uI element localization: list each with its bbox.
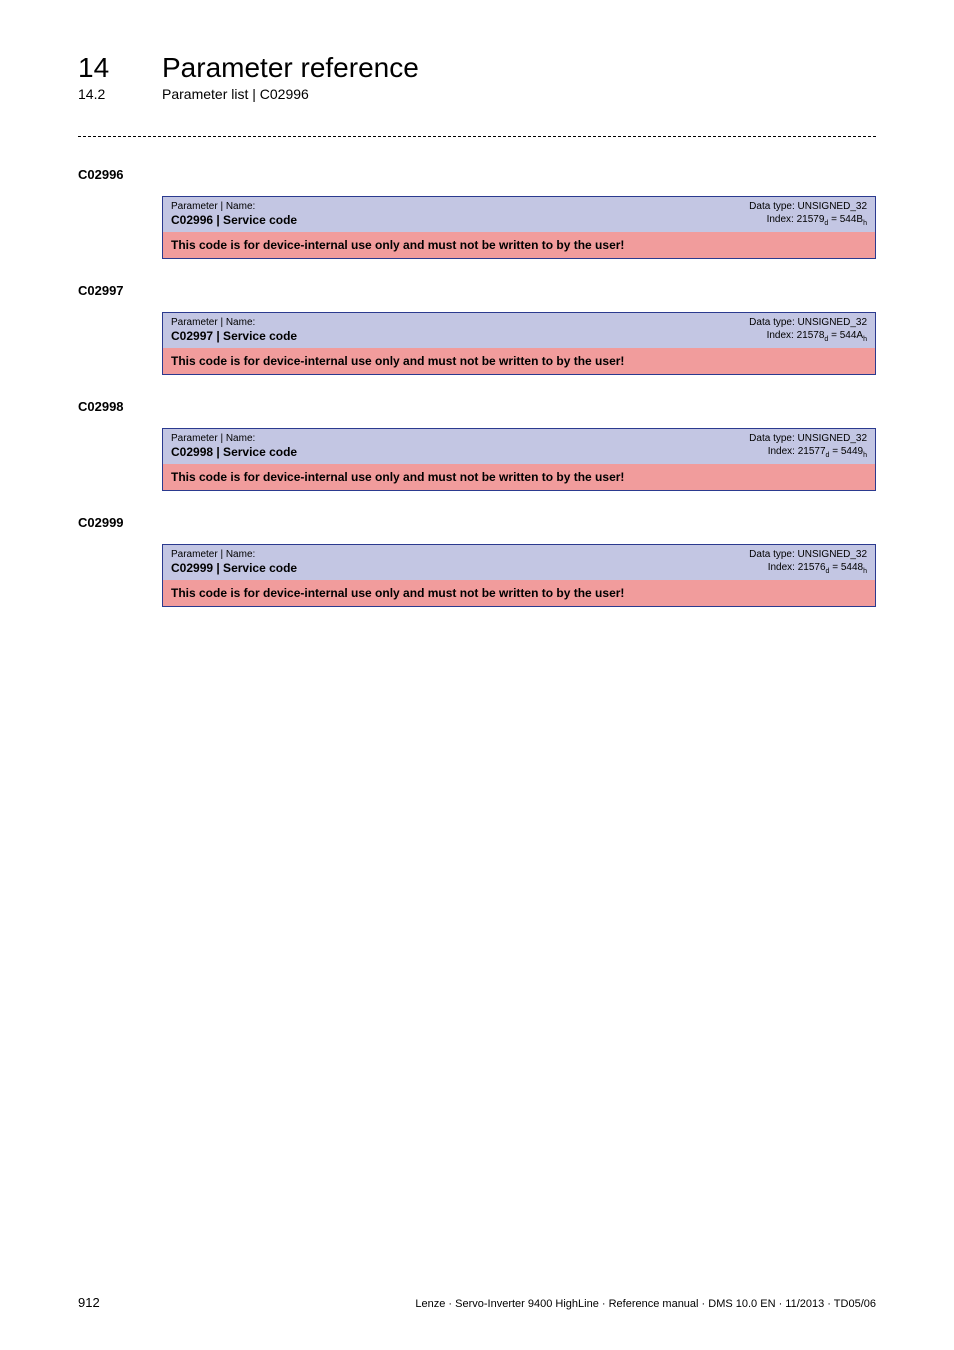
subchapter-title: Parameter list | C02996 <box>162 86 309 102</box>
param-code-heading: C02996 <box>78 167 876 182</box>
param-header-right: Data type: UNSIGNED_32Index: 21579d = 54… <box>749 200 867 228</box>
param-header-left: Parameter | Name:C02996 | Service code <box>171 201 297 227</box>
param-header-left: Parameter | Name:C02997 | Service code <box>171 317 297 343</box>
param-index: Index: 21578d = 544Ah <box>749 329 867 344</box>
param-header-label: Parameter | Name: <box>171 317 297 329</box>
param-data-type: Data type: UNSIGNED_32 <box>749 200 867 213</box>
param-block: C02998 Parameter | Name:C02998 | Service … <box>78 399 876 491</box>
chapter-number: 14 <box>78 52 122 84</box>
param-body-warning: This code is for device-internal use onl… <box>163 348 875 374</box>
param-data-type: Data type: UNSIGNED_32 <box>749 432 867 445</box>
param-header-right: Data type: UNSIGNED_32Index: 21578d = 54… <box>749 316 867 344</box>
param-body-warning: This code is for device-internal use onl… <box>163 232 875 258</box>
param-block: C02997 Parameter | Name:C02997 | Service … <box>78 283 876 375</box>
param-data-type: Data type: UNSIGNED_32 <box>749 316 867 329</box>
param-block: C02999 Parameter | Name:C02999 | Service … <box>78 515 876 607</box>
param-body-warning: This code is for device-internal use onl… <box>163 464 875 490</box>
param-index: Index: 21579d = 544Bh <box>749 213 867 228</box>
param-name: C02997 | Service code <box>171 329 297 343</box>
chapter-header: 14 Parameter reference <box>78 52 876 84</box>
param-code-heading: C02997 <box>78 283 876 298</box>
param-table-header: Parameter | Name:C02998 | Service code Da… <box>163 429 875 464</box>
param-header-label: Parameter | Name: <box>171 549 297 561</box>
param-table-header: Parameter | Name:C02997 | Service code Da… <box>163 313 875 348</box>
param-code-heading: C02999 <box>78 515 876 530</box>
param-code-heading: C02998 <box>78 399 876 414</box>
param-table: Parameter | Name:C02999 | Service code Da… <box>162 544 876 607</box>
param-name: C02998 | Service code <box>171 445 297 459</box>
param-table-header: Parameter | Name:C02999 | Service code Da… <box>163 545 875 580</box>
param-index: Index: 21577d = 5449h <box>749 445 867 460</box>
page-footer: 912 Lenze · Servo-Inverter 9400 HighLine… <box>78 1295 876 1310</box>
param-table: Parameter | Name:C02996 | Service code Da… <box>162 196 876 259</box>
chapter-title: Parameter reference <box>162 52 419 84</box>
param-header-label: Parameter | Name: <box>171 433 297 445</box>
divider-dashed <box>78 136 876 137</box>
param-table: Parameter | Name:C02997 | Service code Da… <box>162 312 876 375</box>
param-index: Index: 21576d = 5448h <box>749 561 867 576</box>
param-block: C02996 Parameter | Name:C02996 | Service … <box>78 167 876 259</box>
param-header-right: Data type: UNSIGNED_32Index: 21577d = 54… <box>749 432 867 460</box>
param-table: Parameter | Name:C02998 | Service code Da… <box>162 428 876 491</box>
subchapter-number: 14.2 <box>78 86 122 102</box>
param-name: C02996 | Service code <box>171 213 297 227</box>
param-header-right: Data type: UNSIGNED_32Index: 21576d = 54… <box>749 548 867 576</box>
param-body-warning: This code is for device-internal use onl… <box>163 580 875 606</box>
footer-doc-info: Lenze · Servo-Inverter 9400 HighLine · R… <box>415 1298 876 1310</box>
param-table-header: Parameter | Name:C02996 | Service code Da… <box>163 197 875 232</box>
footer-page-number: 912 <box>78 1295 100 1310</box>
subchapter-header: 14.2 Parameter list | C02996 <box>78 86 876 102</box>
param-header-left: Parameter | Name:C02999 | Service code <box>171 549 297 575</box>
param-name: C02999 | Service code <box>171 561 297 575</box>
param-header-label: Parameter | Name: <box>171 201 297 213</box>
param-header-left: Parameter | Name:C02998 | Service code <box>171 433 297 459</box>
param-data-type: Data type: UNSIGNED_32 <box>749 548 867 561</box>
